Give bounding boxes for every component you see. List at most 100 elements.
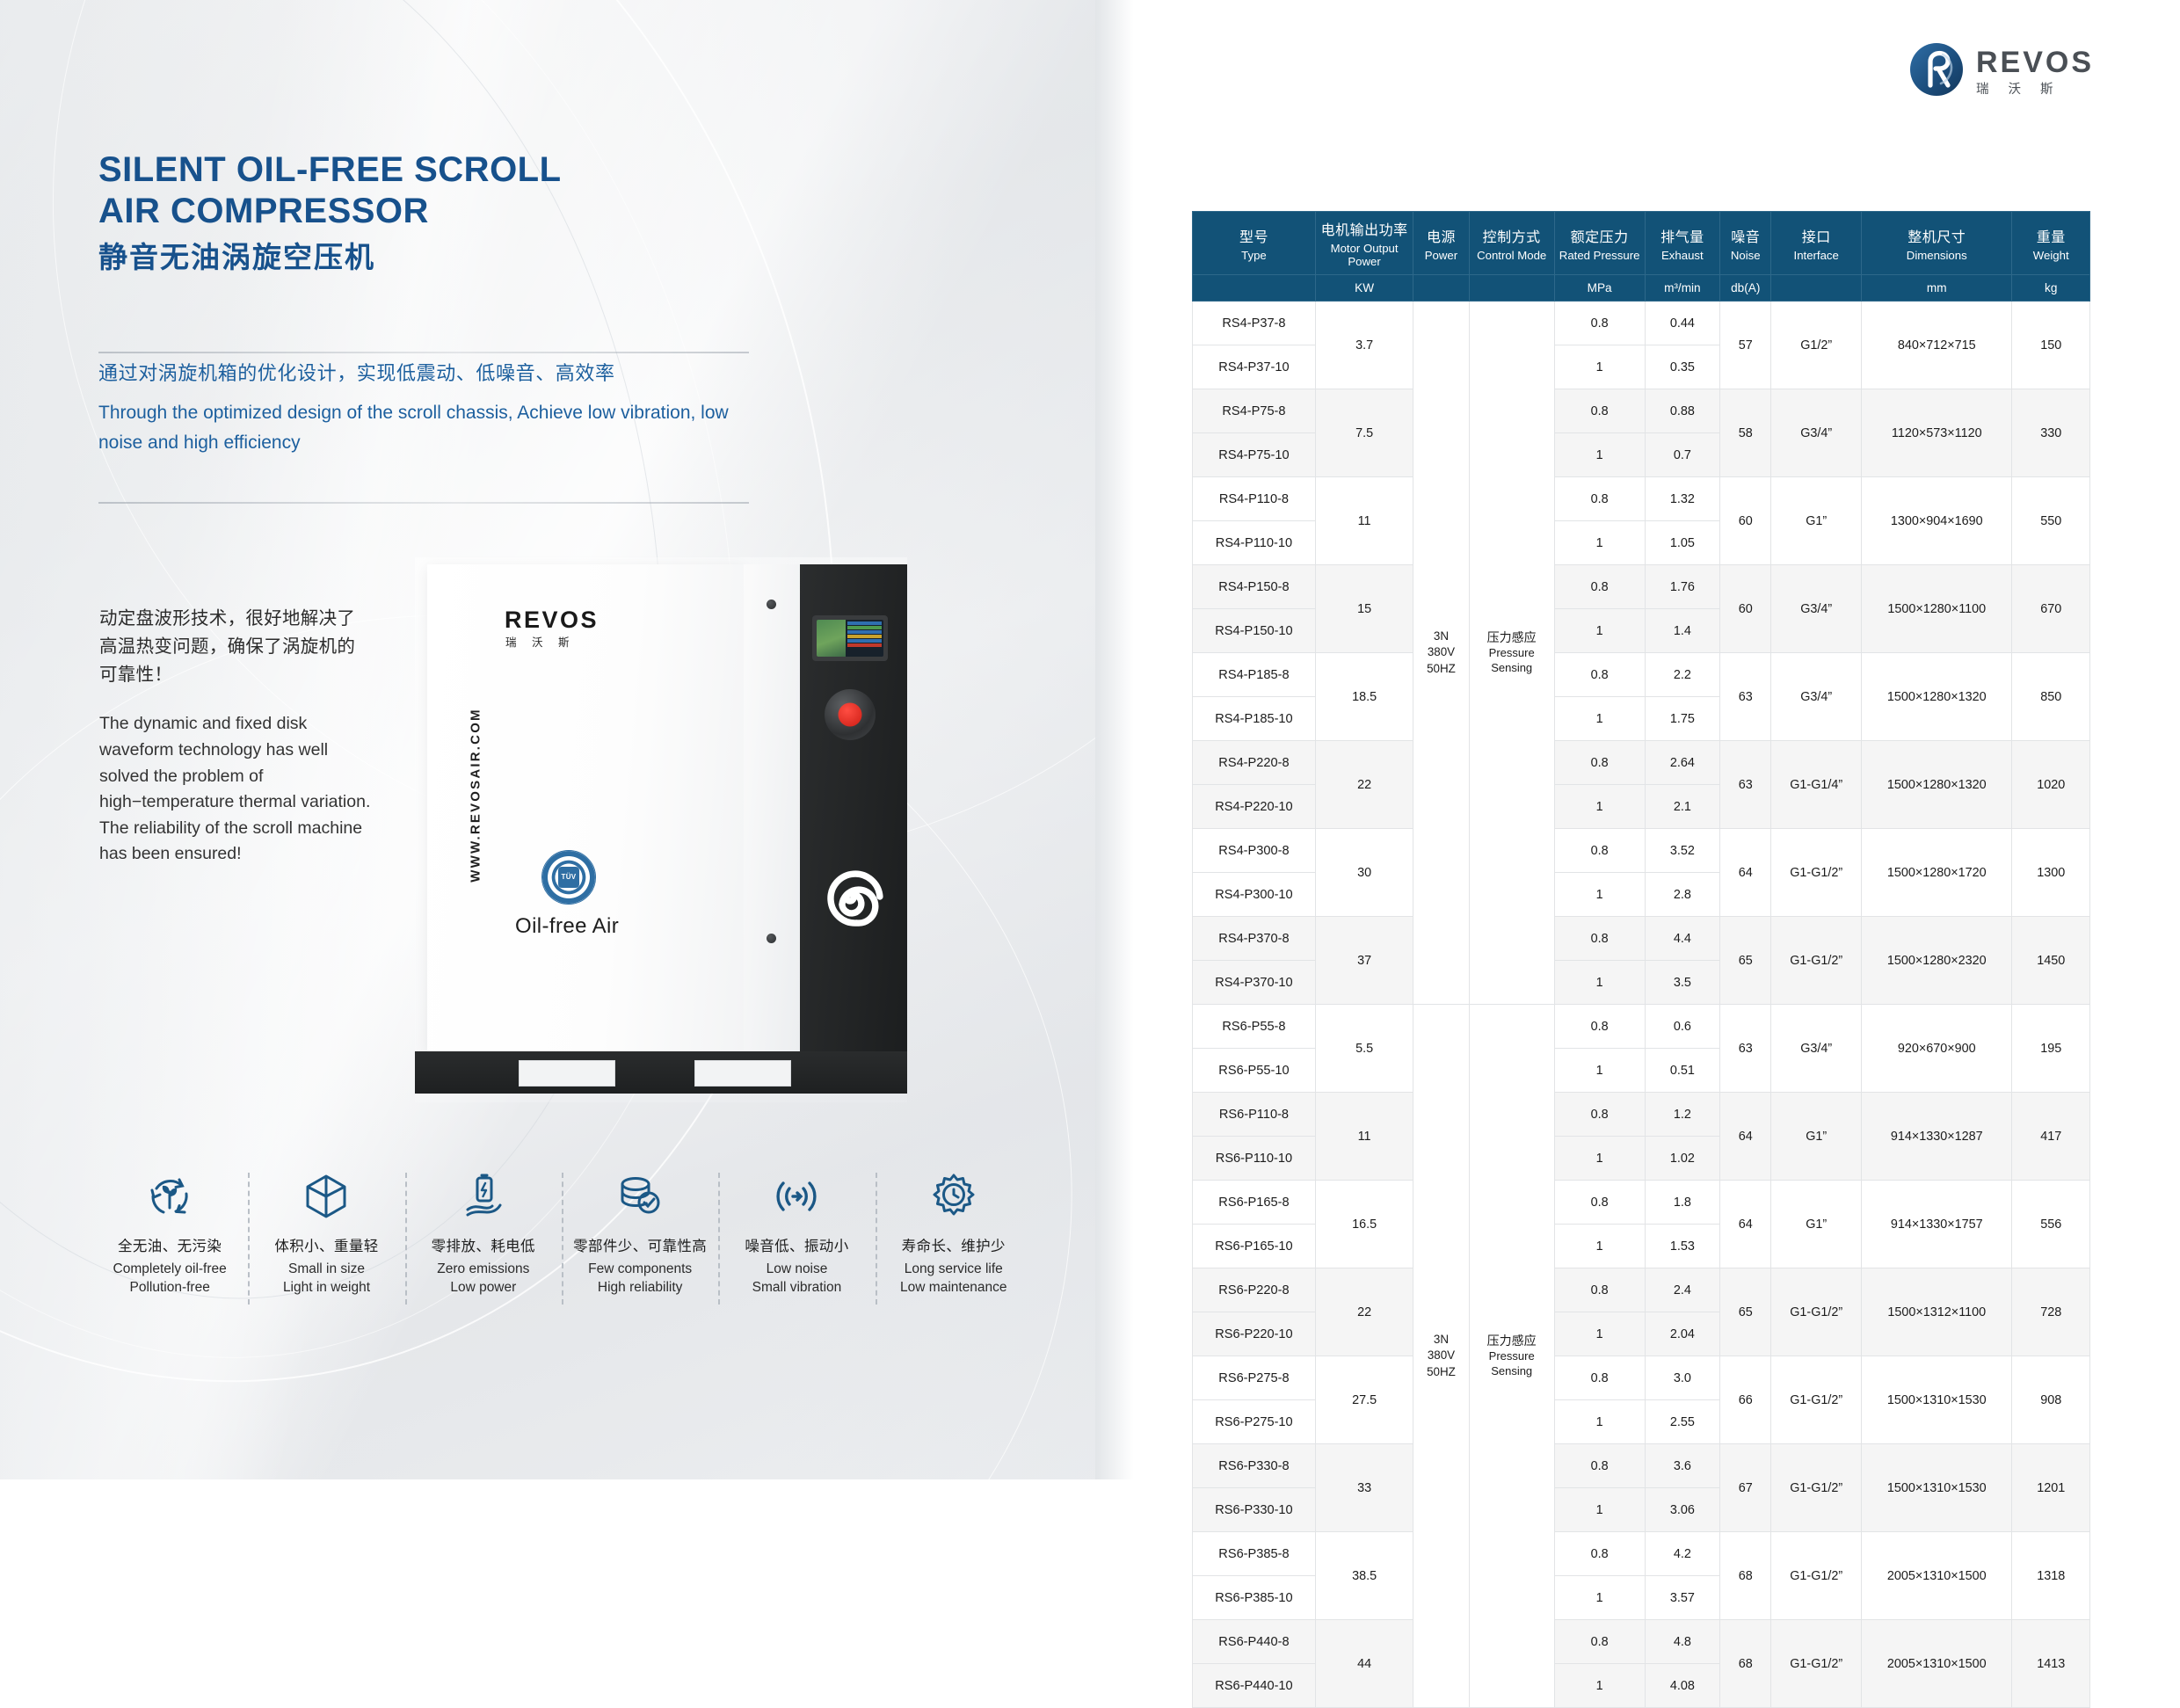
cell-rated-pressure: 0.8 [1553,564,1646,609]
cell-weight: 850 [2011,652,2090,741]
table-row: RS4-P37-10 1 0.35 [1192,345,2090,389]
cube-box-icon [253,1169,399,1224]
cell-motor-power: 18.5 [1314,652,1414,741]
table-column-header-noise: 噪音 Noise [1719,211,1772,275]
cell-interface: G1-G1/2” [1770,1443,1863,1532]
cell-motor-power: 37 [1314,916,1414,1005]
cell-exhaust: 4.08 [1644,1663,1721,1708]
cell-noise: 67 [1719,1443,1772,1532]
cell-noise: 68 [1719,1531,1772,1620]
cell-weight: 1201 [2011,1443,2090,1532]
cell-exhaust: 1.2 [1644,1092,1721,1137]
cell-exhaust: 0.6 [1644,1004,1721,1049]
cell-interface: G1-G1/4” [1770,740,1863,829]
cell-weight: 1413 [2011,1619,2090,1708]
cell-rated-pressure: 1 [1553,520,1646,565]
table-row: RS6-P220-10 1 2.04 [1192,1312,2090,1356]
scroll-spiral-logo-icon [819,863,888,932]
cell-type: RS4-P220-10 [1192,784,1316,829]
cell-rated-pressure: 1 [1553,345,1646,389]
cell-interface: G1-G1/2” [1770,1268,1863,1356]
cell-rated-pressure: 0.8 [1553,828,1646,873]
table-column-header-type: 型号 Type [1192,211,1316,275]
emergency-stop-button-icon [825,689,876,740]
cell-rated-pressure: 0.8 [1553,1619,1646,1664]
cell-motor-power: 7.5 [1314,389,1414,477]
cell-type: RS6-P440-10 [1192,1663,1316,1708]
cell-noise: 64 [1719,1092,1772,1181]
cell-noise: 60 [1719,476,1772,565]
cell-weight: 417 [2011,1092,2090,1181]
cell-rated-pressure: 0.8 [1553,301,1646,345]
cell-type: RS6-P275-8 [1192,1355,1316,1400]
body-copy-block: 动定盘波形技术，很好地解决了高温热变问题，确保了涡旋机的可靠性！ The dyn… [99,605,372,868]
table-column-unit-interface [1770,274,1863,302]
table-column-unit-motor-output-power: KW [1314,274,1414,302]
cell-type: RS6-P385-10 [1192,1575,1316,1620]
subheading-block: 通过对涡旋机箱的优化设计，实现低震动、低噪音、高效率 Through the o… [98,359,802,458]
cell-dimensions: 914×1330×1757 [1861,1180,2013,1268]
table-row: RS4-P75-8 7.5 0.8 0.88 58 G3/4” 1120×573×1120 3… [1192,389,2090,477]
cell-motor-power: 38.5 [1314,1531,1414,1620]
cell-weight: 150 [2011,301,2090,389]
cell-interface: G1/2” [1770,301,1863,389]
table-row: RS4-P220-10 1 2.1 [1192,784,2090,829]
table-column-unit-power [1413,274,1470,302]
product-photo: REVOS 瑞 沃 斯 TÜV Oil-free Air WWW.REVOSAI… [415,557,907,1102]
table-row: RS4-P37-8 3.7 3N 380V 50HZ 压力感应 Pressure Sensin… [1192,301,2090,1005]
body-copy-cn: 动定盘波形技术，很好地解决了高温热变问题，确保了涡旋机的可靠性！ [99,608,356,685]
feature-label-cn: 零排放、耗电低 [431,1239,535,1254]
table-row: RS4-P75-10 1 0.7 [1192,432,2090,477]
cell-rated-pressure: 1 [1553,1663,1646,1708]
base-vent-right [694,1060,791,1087]
cabinet-control-column [800,564,907,1051]
body-copy-en: The dynamic and fixed disk waveform tech… [99,714,371,864]
iso-class-0-badge-icon: TÜV [541,850,596,905]
table-row: RS6-P55-8 5.5 3N 380V 50HZ 压力感应 Pressure Sensin… [1192,1004,2090,1708]
cell-exhaust: 1.76 [1644,564,1721,609]
cell-interface: G3/4” [1770,389,1863,477]
cell-type: RS6-P220-8 [1192,1268,1316,1312]
cell-dimensions: 920×670×900 [1861,1004,2013,1093]
cell-motor-power: 22 [1314,740,1414,829]
cell-motor-power: 11 [1314,1092,1414,1181]
cell-dimensions: 1120×573×1120 [1861,389,2013,477]
feature-label-cn: 体积小、重量轻 [274,1239,379,1254]
cell-exhaust: 3.57 [1644,1575,1721,1620]
cell-exhaust: 2.55 [1644,1399,1721,1444]
cell-exhaust: 3.06 [1644,1487,1721,1532]
feature-label-en1: Few components [588,1261,693,1276]
cell-exhaust: 1.32 [1644,476,1721,521]
battery-hand-icon [411,1169,556,1224]
feature-item-compact: 体积小、重量轻 Small in size Light in weight [248,1169,404,1319]
cell-weight: 670 [2011,564,2090,653]
product-logo-text: REVOS [505,607,600,633]
cell-interface: G1-G1/2” [1770,1619,1863,1708]
feature-label-cn: 寿命长、维护少 [901,1239,1006,1254]
feature-label-en1: Zero emissions [437,1261,530,1276]
cell-exhaust: 3.52 [1644,828,1721,873]
table-column-header-motor-output-power: 电机输出功率 Motor Output Power [1314,211,1414,275]
table-row: RS4-P185-10 1 1.75 [1192,696,2090,741]
cell-type: RS6-P330-8 [1192,1443,1316,1488]
table-row: RS4-P300-10 1 2.8 [1192,872,2090,917]
cell-dimensions: 2005×1310×1500 [1861,1531,2013,1620]
cell-rated-pressure: 1 [1553,1312,1646,1356]
table-column-unit-noise: db(A) [1719,274,1772,302]
cell-rated-pressure: 1 [1553,696,1646,741]
cell-rated-pressure: 0.8 [1553,652,1646,697]
brand-logo: REVOS 瑞 沃 斯 [1909,42,2094,101]
cell-rated-pressure: 1 [1553,1399,1646,1444]
cell-type: RS6-P385-8 [1192,1531,1316,1576]
cell-rated-pressure: 0.8 [1553,1180,1646,1225]
cell-exhaust: 3.5 [1644,960,1721,1005]
table-row: RS4-P370-10 1 3.5 [1192,960,2090,1005]
cabinet-front-panel: REVOS 瑞 沃 斯 TÜV Oil-free Air [427,564,744,1051]
table-row: RS4-P150-10 1 1.4 [1192,608,2090,653]
cell-noise: 64 [1719,828,1772,917]
cell-dimensions: 1500×1312×1100 [1861,1268,2013,1356]
cell-exhaust: 2.2 [1644,652,1721,697]
cell-dimensions: 840×712×715 [1861,301,2013,389]
cell-weight: 1300 [2011,828,2090,917]
feature-label-cn: 零部件少、可靠性高 [573,1239,708,1254]
